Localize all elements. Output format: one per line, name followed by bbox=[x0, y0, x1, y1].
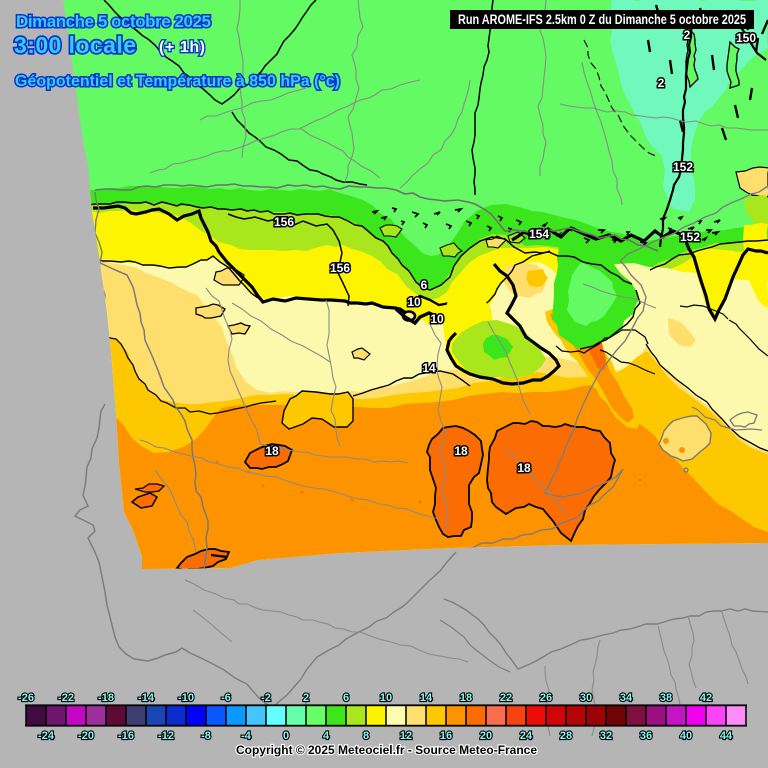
svg-text:-20: -20 bbox=[78, 730, 94, 742]
svg-text:26: 26 bbox=[540, 692, 552, 704]
svg-text:14: 14 bbox=[420, 692, 433, 704]
svg-text:Géopotentiel et Température à: Géopotentiel et Température à 850 hPa (°… bbox=[15, 73, 340, 90]
svg-text:2: 2 bbox=[303, 692, 309, 704]
svg-text:14: 14 bbox=[422, 361, 436, 375]
svg-text:18: 18 bbox=[460, 692, 472, 704]
svg-text:18: 18 bbox=[265, 444, 279, 458]
svg-text:0: 0 bbox=[283, 730, 289, 742]
svg-text:24: 24 bbox=[520, 730, 533, 742]
svg-text:10: 10 bbox=[380, 692, 392, 704]
svg-text:-6: -6 bbox=[221, 692, 231, 704]
svg-text:-14: -14 bbox=[138, 692, 155, 704]
svg-text:4: 4 bbox=[323, 730, 330, 742]
svg-text:36: 36 bbox=[640, 730, 652, 742]
svg-text:-24: -24 bbox=[38, 730, 55, 742]
svg-text:-4: -4 bbox=[241, 730, 252, 742]
svg-text:42: 42 bbox=[700, 692, 712, 704]
svg-text:-22: -22 bbox=[58, 692, 74, 704]
svg-text:18: 18 bbox=[454, 444, 468, 458]
svg-text:152: 152 bbox=[673, 160, 693, 174]
svg-text:Run AROME-IFS 2.5km 0 Z du Dim: Run AROME-IFS 2.5km 0 Z du Dimanche 5 oc… bbox=[458, 12, 746, 27]
svg-text:-2: -2 bbox=[261, 692, 271, 704]
svg-text:38: 38 bbox=[660, 692, 672, 704]
svg-text:10: 10 bbox=[407, 295, 421, 309]
svg-text:-26: -26 bbox=[18, 692, 34, 704]
svg-text:40: 40 bbox=[680, 730, 692, 742]
svg-text:(+ 1h): (+ 1h) bbox=[159, 39, 205, 56]
svg-text:44: 44 bbox=[720, 730, 733, 742]
svg-text:-10: -10 bbox=[178, 692, 194, 704]
svg-text:156: 156 bbox=[330, 261, 350, 275]
svg-text:152: 152 bbox=[680, 230, 700, 244]
svg-text:6: 6 bbox=[421, 278, 428, 292]
svg-text:18: 18 bbox=[517, 461, 531, 475]
svg-text:6: 6 bbox=[343, 692, 349, 704]
svg-text:22: 22 bbox=[500, 692, 512, 704]
svg-text:20: 20 bbox=[480, 730, 492, 742]
svg-text:150: 150 bbox=[736, 31, 756, 45]
svg-text:156: 156 bbox=[274, 215, 294, 229]
svg-text:2: 2 bbox=[684, 28, 691, 42]
svg-text:8: 8 bbox=[363, 730, 369, 742]
svg-text:28: 28 bbox=[560, 730, 572, 742]
svg-text:10: 10 bbox=[430, 312, 444, 326]
svg-text:154: 154 bbox=[529, 227, 549, 241]
svg-text:12: 12 bbox=[400, 730, 412, 742]
svg-text:34: 34 bbox=[620, 692, 633, 704]
svg-text:-12: -12 bbox=[158, 730, 174, 742]
svg-text:Copyright © 2025 Meteociel.fr: Copyright © 2025 Meteociel.fr - Source M… bbox=[236, 743, 537, 757]
svg-text:2: 2 bbox=[658, 76, 665, 90]
svg-text:3:00 locale: 3:00 locale bbox=[14, 32, 136, 58]
svg-text:-18: -18 bbox=[98, 692, 114, 704]
svg-text:16: 16 bbox=[440, 730, 452, 742]
svg-text:30: 30 bbox=[580, 692, 592, 704]
svg-text:-16: -16 bbox=[118, 730, 134, 742]
svg-text:32: 32 bbox=[600, 730, 612, 742]
svg-text:Dimanche 5 octobre 2025: Dimanche 5 octobre 2025 bbox=[16, 12, 211, 31]
svg-text:-8: -8 bbox=[201, 730, 211, 742]
